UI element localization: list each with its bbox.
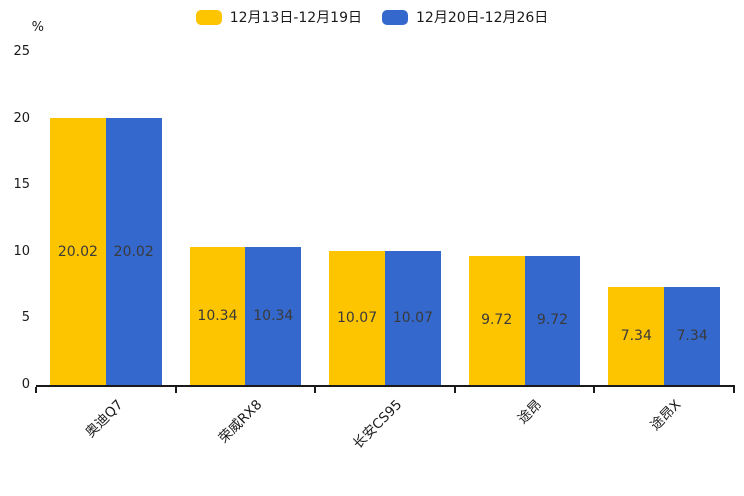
x-category-label-长安CS95: 长安CS95 — [349, 396, 406, 453]
y-tick-label: 20 — [13, 110, 30, 126]
y-tick-label: 10 — [13, 243, 30, 259]
y-tick-label: 0 — [21, 377, 30, 392]
x-axis-tick — [314, 387, 317, 393]
x-category-label-奥迪Q7: 奥迪Q7 — [81, 396, 126, 441]
bar-value-label: 7.34 — [620, 328, 652, 345]
bar-series2-途昂X: 7.34 — [664, 287, 721, 385]
bar-series1-途昂X: 7.34 — [608, 287, 665, 385]
bar-series2-奥迪Q7: 20.02 — [105, 118, 162, 385]
bar-value-label: 20.02 — [113, 243, 154, 260]
x-category-label-途昂X: 途昂X — [647, 396, 685, 434]
y-tick-label: 25 — [13, 44, 30, 59]
bar-series1-奥迪Q7: 20.02 — [49, 118, 106, 385]
legend-item-week1[interactable]: 12月13日-12月19日 — [195, 7, 362, 27]
x-axis-line — [36, 385, 735, 387]
bar-value-label: 9.72 — [536, 312, 569, 329]
x-axis-tick — [593, 387, 596, 393]
bar-value-label: 9.72 — [481, 312, 513, 329]
bar-series2-荣威RX8: 10.34 — [245, 247, 302, 385]
bar-series1-途昂: 9.72 — [468, 255, 525, 385]
x-category-label-荣威RX8: 荣威RX8 — [215, 396, 266, 447]
bar-series1-长安CS95: 10.07 — [329, 250, 385, 385]
bar-value-label: 10.07 — [392, 309, 433, 326]
legend-label-week1: 12月13日-12月19日 — [229, 10, 362, 26]
bar-value-label: 10.34 — [253, 308, 294, 325]
bar-value-label: 7.34 — [676, 328, 708, 345]
legend: 12月13日-12月19日 12月20日-12月26日 — [0, 7, 744, 27]
y-tick-label: 15 — [13, 177, 30, 193]
x-axis-tick — [35, 387, 37, 393]
bar-series2-长安CS95: 10.07 — [385, 250, 441, 385]
x-category-label-途昂: 途昂 — [514, 396, 545, 428]
bar-series2-途昂: 9.72 — [524, 255, 581, 385]
legend-item-week2[interactable]: 12月20日-12月26日 — [382, 7, 548, 27]
bar-value-label: 20.02 — [57, 243, 98, 260]
legend-label-week2: 12月20日-12月26日 — [416, 10, 549, 26]
bar-series1-荣威RX8: 10.34 — [189, 247, 246, 385]
x-axis-tick — [733, 387, 735, 393]
bar-value-label: 10.07 — [337, 309, 378, 326]
x-axis-tick — [453, 387, 456, 393]
x-axis-tick — [174, 387, 177, 393]
legend-swatch-week1-icon — [195, 9, 222, 25]
legend-swatch-week2-icon — [382, 9, 408, 25]
y-tick-label: 5 — [21, 310, 30, 326]
y-axis-unit-label: % — [31, 20, 44, 35]
plot-area: 20.02 10.34 10.07 9.72 7.34 20.02 10.34 10.07 9.… — [35, 52, 735, 393]
bar-value-label: 10.34 — [197, 308, 238, 325]
